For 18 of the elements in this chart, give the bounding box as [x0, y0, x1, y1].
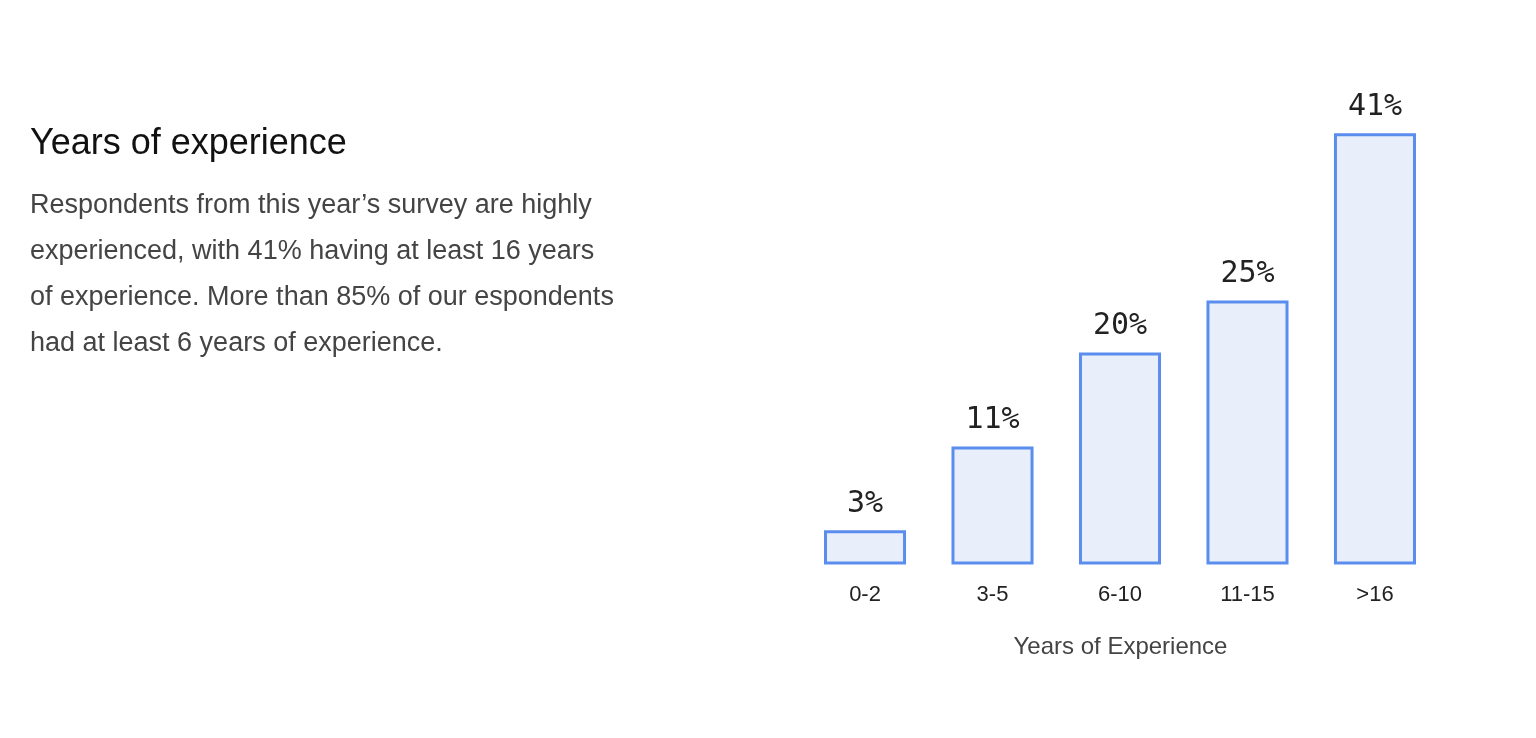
x-tick-label: 11-15	[1220, 580, 1275, 606]
data-label: 25%	[1220, 253, 1275, 289]
bar	[951, 446, 1034, 565]
x-tick-label: >16	[1356, 580, 1394, 606]
data-label: 11%	[965, 400, 1020, 436]
data-label: 3%	[846, 483, 884, 519]
text: Respondents from this year’s survey are highly experienced, with 41% having at least 16 years of experience. More than 85% of our espondents had at least 6 years of experience.	[30, 189, 614, 357]
x-axis-title: Years of Experience	[1013, 631, 1228, 659]
data-label: 20%	[1092, 306, 1148, 342]
bar	[1078, 352, 1162, 565]
x-tick-label: 6-10	[1097, 580, 1143, 606]
x-tick-label: 0-2	[849, 580, 881, 606]
bar	[824, 530, 907, 565]
data-label: 41%	[1347, 86, 1403, 122]
bar	[1333, 133, 1416, 565]
x-tick-label: 3-5	[976, 580, 1009, 606]
bar	[1206, 300, 1289, 565]
text: Years of experience	[30, 121, 347, 162]
